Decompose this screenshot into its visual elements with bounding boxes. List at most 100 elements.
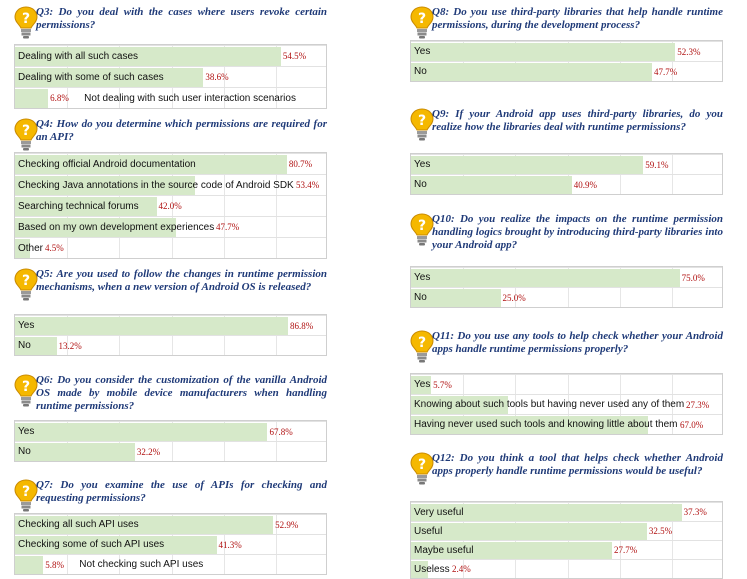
answer-label: No bbox=[414, 179, 427, 190]
svg-text:?: ? bbox=[22, 379, 30, 395]
answer-row: 5.7% Yes bbox=[411, 374, 722, 395]
answer-row: 27.3% Knowing about such tools but having… bbox=[411, 394, 722, 415]
answer-row: 4.5% Other bbox=[15, 237, 326, 259]
answer-value: 4.5% bbox=[45, 243, 64, 253]
answer-label: No bbox=[414, 66, 427, 77]
answer-value: 52.3% bbox=[677, 47, 701, 57]
answer-chart: 86.8% Yes 13.2% No bbox=[14, 314, 327, 356]
gridline bbox=[275, 153, 277, 258]
answer-label: No bbox=[414, 292, 427, 303]
question-header: ? Q8: Do you use third-party libraries th… bbox=[410, 6, 723, 40]
question-header: ? Q3: Do you deal with the cases where us… bbox=[14, 6, 327, 44]
svg-text:?: ? bbox=[418, 218, 426, 234]
answer-value: 47.7% bbox=[654, 67, 678, 77]
answer-label: Dealing with some of such cases bbox=[18, 72, 164, 83]
answer-bar bbox=[411, 504, 682, 521]
answer-bar bbox=[411, 523, 647, 540]
answer-chart: 67.8% Yes 32.2% No bbox=[14, 420, 327, 462]
answer-bar bbox=[411, 396, 508, 414]
answer-row: 13.2% No bbox=[15, 335, 326, 356]
answer-bar bbox=[15, 47, 281, 66]
answer-row: 75.0% Yes bbox=[411, 267, 722, 288]
gridline bbox=[515, 374, 517, 434]
answer-row: 53.4% Checking Java annotations in the so… bbox=[15, 174, 326, 196]
answer-value: 5.7% bbox=[433, 380, 452, 390]
answer-value: 27.3% bbox=[686, 400, 710, 410]
question-header: ? Q10: Do you realize the impacts on the … bbox=[410, 213, 723, 266]
answer-value: 75.0% bbox=[681, 273, 705, 283]
answer-bar bbox=[15, 443, 135, 461]
answer-label: Yes bbox=[414, 272, 431, 283]
answer-row: 80.7% Checking official Android documenta… bbox=[15, 153, 326, 175]
answer-value: 27.7% bbox=[614, 545, 638, 555]
answer-value: 37.3% bbox=[683, 507, 707, 517]
answer-row: 52.9% Checking all such API uses bbox=[15, 514, 326, 535]
question-header: ? Q6: Do you consider the customization o… bbox=[14, 374, 327, 420]
answer-value: 32.5% bbox=[648, 526, 673, 536]
gridline bbox=[223, 514, 225, 574]
lightbulb-question-icon: ? bbox=[14, 6, 38, 39]
answer-bar bbox=[15, 317, 288, 335]
answer-row: 40.9% No bbox=[411, 174, 722, 195]
answer-bar bbox=[411, 376, 432, 394]
answer-chart: 54.5% Dealing with all such cases 38.6% Dea… bbox=[14, 44, 327, 109]
question-block: ? Q11: Do you use any tools to help check… bbox=[410, 330, 723, 435]
question-text: Q7: Do you examine the use of APIs for c… bbox=[36, 479, 327, 504]
question-block: ? Q12: Do you think a tool that helps che… bbox=[410, 452, 723, 579]
question-block: ? Q6: Do you consider the customization o… bbox=[14, 374, 327, 462]
answer-label: Based on my own development experiences bbox=[18, 222, 215, 233]
answer-chart: 80.7% Checking official Android documenta… bbox=[14, 152, 327, 259]
question-text: Q3: Do you deal with the cases where use… bbox=[36, 6, 327, 31]
answer-label: Very useful bbox=[414, 507, 464, 518]
question-header: ? Q9: If your Android app uses third-part… bbox=[410, 108, 723, 153]
answer-bar bbox=[15, 197, 157, 216]
answer-row: 47.7% Based on my own development experie… bbox=[15, 216, 326, 238]
answer-bar bbox=[15, 337, 57, 355]
question-text: Q10: Do you realize the impacts on the r… bbox=[432, 213, 723, 251]
question-block: ? Q9: If your Android app uses third-part… bbox=[410, 108, 723, 195]
answer-label: Having never used such tools and knowing… bbox=[414, 419, 678, 430]
gridline bbox=[567, 374, 569, 434]
answer-label: Yes bbox=[414, 159, 431, 170]
question-text: Q9: If your Android app uses third-party… bbox=[432, 108, 723, 133]
answer-value: 2.4% bbox=[452, 564, 471, 574]
answer-label: Checking some of such API uses bbox=[18, 539, 165, 550]
svg-text:?: ? bbox=[418, 113, 426, 129]
answer-value: 59.1% bbox=[645, 160, 669, 170]
answer-bar bbox=[15, 68, 204, 87]
answer-chart: 75.0% Yes 25.0% No bbox=[410, 266, 723, 308]
question-text: Q6: Do you consider the customization of… bbox=[36, 374, 327, 412]
answer-row: 41.3% Checking some of such API uses bbox=[15, 534, 326, 555]
answer-chart: 52.3% Yes 47.7% No bbox=[410, 40, 723, 82]
lightbulb-question-icon: ? bbox=[14, 479, 38, 512]
question-header: ? Q11: Do you use any tools to help check… bbox=[410, 330, 723, 373]
answer-bar bbox=[411, 43, 676, 61]
question-text: Q4: How do you determine which permissio… bbox=[36, 118, 327, 143]
answer-bar bbox=[411, 176, 572, 194]
answer-value: 40.9% bbox=[573, 180, 597, 190]
answer-bar bbox=[411, 269, 680, 287]
question-block: ? Q5: Are you used to follow the changes … bbox=[14, 268, 327, 356]
answer-bar bbox=[15, 239, 31, 258]
answer-row: 67.8% Yes bbox=[15, 421, 326, 442]
question-header: ? Q5: Are you used to follow the changes … bbox=[14, 268, 327, 314]
lightbulb-question-icon: ? bbox=[410, 6, 434, 39]
answer-row: 54.5% Dealing with all such cases bbox=[15, 45, 326, 67]
question-block: ? Q10: Do you realize the impacts on the … bbox=[410, 213, 723, 308]
svg-text:?: ? bbox=[418, 11, 426, 27]
answer-label: Useless bbox=[414, 564, 450, 575]
answer-label: Not checking such API uses bbox=[79, 559, 204, 570]
answer-row: 38.6% Dealing with some of such cases bbox=[15, 66, 326, 88]
answer-label: No bbox=[18, 340, 31, 351]
answer-bar bbox=[411, 542, 612, 559]
answer-row: 37.3% Very useful bbox=[411, 502, 722, 522]
answer-label: Yes bbox=[414, 379, 431, 390]
question-header: ? Q12: Do you think a tool that helps che… bbox=[410, 452, 723, 501]
answer-bar bbox=[15, 536, 217, 554]
answer-row: 59.1% Yes bbox=[411, 154, 722, 175]
lightbulb-question-icon: ? bbox=[14, 118, 38, 151]
answer-value: 67.8% bbox=[269, 427, 293, 437]
question-text: Q5: Are you used to follow the changes i… bbox=[36, 268, 327, 293]
svg-text:?: ? bbox=[22, 11, 30, 27]
answer-value: 32.2% bbox=[136, 447, 161, 457]
